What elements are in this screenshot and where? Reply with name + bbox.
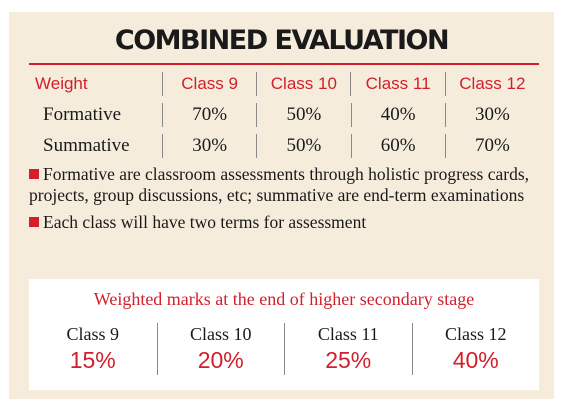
table-cell: 50% <box>256 133 350 158</box>
note-text: Each class will have two terms for asses… <box>43 212 367 232</box>
page-title: COMBINED EVALUATION <box>114 25 450 56</box>
table-cell: 60% <box>350 133 445 158</box>
table-cell: 30% <box>444 102 539 127</box>
header-weight: Weight <box>35 73 88 93</box>
header-class-11: Class 11 <box>350 71 444 96</box>
weighted-label: Class 9 <box>66 324 119 344</box>
weighted-label: Class 10 <box>189 324 252 344</box>
square-bullet-icon <box>29 169 39 179</box>
table-cell: 40% <box>350 102 445 127</box>
weighted-value: 25% <box>325 347 372 373</box>
weighted-marks-box: Weighted marks at the end of higher seco… <box>29 279 539 390</box>
evaluation-panel: COMBINED EVALUATION Weight Class 9 Class… <box>9 12 554 399</box>
table-header-row: Weight Class 9 Class 10 Class 11 Class 1… <box>29 68 539 99</box>
square-bullet-icon <box>29 217 39 227</box>
table-cell: 70% <box>162 102 256 127</box>
weighted-label: Class 11 <box>317 324 379 344</box>
note-item: Each class will have two terms for asses… <box>29 212 544 233</box>
weighted-item-class-10: Class 10 20% <box>156 323 285 375</box>
table-row-summative: Summative 30% 50% 60% 70% <box>29 130 539 161</box>
table-cell: 30% <box>162 133 256 158</box>
row-label: Summative <box>43 134 130 156</box>
header-class-9: Class 9 <box>161 71 256 96</box>
notes-list: Formative are classroom assessments thro… <box>29 164 544 239</box>
weighted-value: 40% <box>452 347 499 373</box>
weighted-marks-columns: Class 9 15% Class 10 20% Class 11 25% Cl… <box>29 323 539 375</box>
weighted-item-class-9: Class 9 15% <box>29 323 157 375</box>
table-cell: 50% <box>256 102 350 127</box>
table-row-formative: Formative 70% 50% 40% 30% <box>29 99 539 130</box>
weighted-item-class-11: Class 11 25% <box>284 323 412 375</box>
table-cell: 70% <box>444 133 539 158</box>
weighted-value: 20% <box>197 347 244 373</box>
header-class-12: Class 12 <box>444 71 539 96</box>
weighted-marks-title: Weighted marks at the end of higher seco… <box>93 289 475 309</box>
header-class-10: Class 10 <box>256 71 350 96</box>
row-label: Formative <box>43 103 122 125</box>
weighted-label: Class 12 <box>444 324 507 344</box>
weighted-value: 15% <box>69 347 116 373</box>
note-item: Formative are classroom assessments thro… <box>29 164 544 206</box>
weight-table: Weight Class 9 Class 10 Class 11 Class 1… <box>29 68 539 161</box>
title-divider <box>29 63 539 65</box>
weighted-item-class-12: Class 12 40% <box>411 323 540 375</box>
note-text: Formative are classroom assessments thro… <box>29 164 530 205</box>
